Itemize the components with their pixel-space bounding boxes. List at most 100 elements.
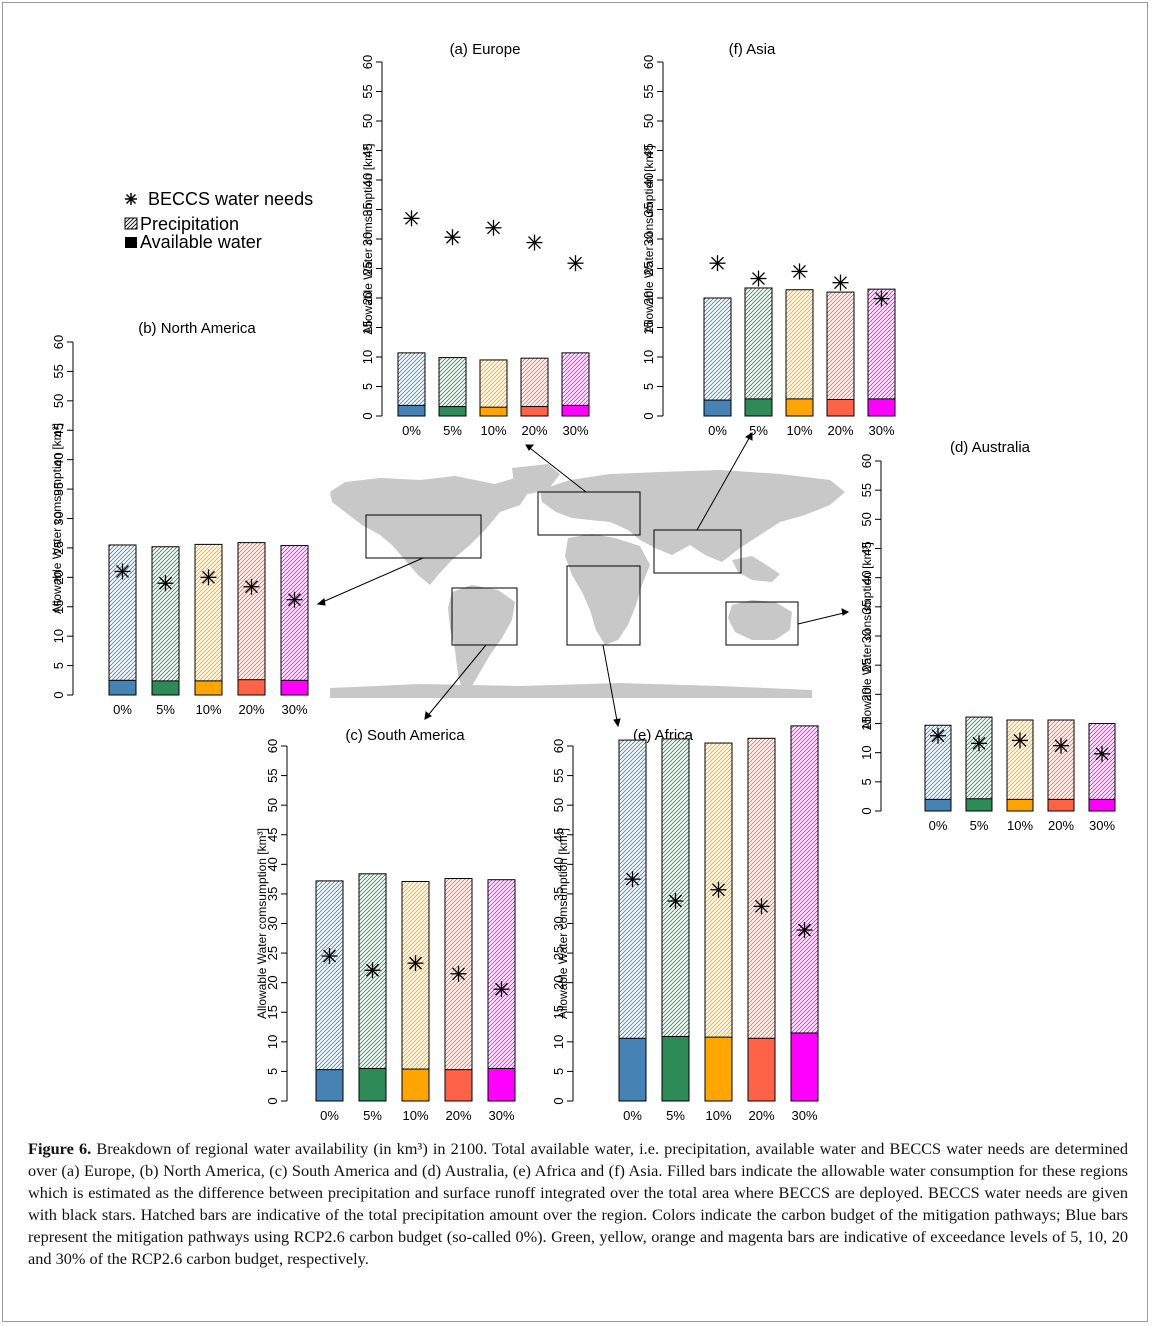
bar-available-water bbox=[108, 679, 137, 696]
arrow-australia bbox=[797, 611, 849, 625]
y-tick-label: 25 bbox=[641, 261, 656, 275]
panel-north-america: (b) North America Allowable Water comsump… bbox=[50, 320, 309, 717]
x-tick-label: 10% bbox=[705, 1108, 731, 1123]
bar-available-water bbox=[397, 404, 426, 417]
marker-beccs-needs bbox=[709, 255, 726, 272]
bar-precipitation bbox=[826, 291, 855, 417]
chart-title: (f) Asia bbox=[729, 41, 776, 58]
y-tick-label: 25 bbox=[51, 541, 66, 555]
bar-available-water bbox=[561, 404, 590, 417]
x-tick-label: 30% bbox=[791, 1108, 817, 1123]
marker-beccs-needs bbox=[403, 210, 420, 227]
map-arrows bbox=[316, 432, 850, 728]
bar-available-water bbox=[661, 1036, 690, 1102]
marker-beccs-needs bbox=[1012, 732, 1028, 749]
y-tick-label: 60 bbox=[551, 739, 566, 753]
arrow-africa-head bbox=[613, 718, 621, 728]
bar-precipitation bbox=[237, 542, 266, 696]
bar-precipitation bbox=[401, 880, 430, 1102]
y-tick-label: 40 bbox=[551, 857, 566, 871]
x-tick-label: 20% bbox=[827, 423, 853, 438]
y-tick-label: 20 bbox=[360, 291, 375, 305]
marker-beccs-needs bbox=[971, 735, 987, 752]
marker-beccs-needs bbox=[200, 569, 217, 586]
y-tick-label: 5 bbox=[859, 778, 874, 785]
y-tick-label: 10 bbox=[360, 350, 375, 364]
bar-precipitation bbox=[744, 287, 773, 417]
marker-beccs-needs bbox=[710, 881, 727, 898]
marker-beccs-needs bbox=[321, 948, 338, 965]
bar-precipitation bbox=[965, 716, 993, 812]
x-tick-label: 5% bbox=[443, 423, 462, 438]
x-tick-label: 0% bbox=[113, 702, 132, 717]
arrow-europe bbox=[525, 444, 587, 493]
arrow-south-america-head bbox=[424, 711, 432, 720]
y-tick-label: 50 bbox=[859, 512, 874, 526]
bar-precipitation bbox=[867, 288, 896, 417]
panel-asia: (f) Asia Allowable Water consumption [km³… bbox=[641, 41, 896, 438]
y-tick-label: 25 bbox=[360, 261, 375, 275]
bar-precipitation bbox=[194, 543, 223, 696]
y-tick-label: 40 bbox=[360, 173, 375, 187]
y-tick-label: 60 bbox=[859, 454, 874, 468]
figure-canvas: BECCS water needs Precipitation Availabl… bbox=[50, 41, 1116, 1123]
y-tick-label: 35 bbox=[265, 887, 280, 901]
y-tick-label: 20 bbox=[51, 570, 66, 584]
marker-beccs-needs bbox=[1094, 745, 1110, 762]
bar-available-water bbox=[744, 398, 773, 417]
legend-filled-icon bbox=[125, 237, 137, 248]
y-tick-label: 35 bbox=[859, 600, 874, 614]
arrow-africa bbox=[602, 644, 619, 727]
marker-beccs-needs bbox=[444, 229, 461, 246]
y-tick-label: 50 bbox=[265, 798, 280, 812]
y-axis-label: Allowable Water consumption [km³] bbox=[860, 542, 874, 730]
y-axis-label: Allowable Water consumption [km³] bbox=[642, 145, 656, 333]
bar-precipitation bbox=[151, 546, 180, 696]
marker-beccs-needs bbox=[567, 255, 584, 272]
map-greenland bbox=[512, 464, 560, 494]
marker-beccs-needs bbox=[493, 981, 510, 998]
map-africa bbox=[565, 534, 650, 645]
region-box-europe bbox=[537, 491, 641, 536]
world-map bbox=[330, 464, 845, 698]
y-tick-label: 45 bbox=[641, 143, 656, 157]
x-tick-label: 30% bbox=[488, 1108, 514, 1123]
arrow-north-america bbox=[317, 557, 424, 605]
x-tick-label: 30% bbox=[1089, 818, 1115, 833]
x-tick-label: 10% bbox=[402, 1108, 428, 1123]
bar-precipitation bbox=[1088, 723, 1116, 812]
y-tick-label: 55 bbox=[641, 84, 656, 98]
bar-available-water bbox=[867, 398, 896, 417]
marker-beccs-needs bbox=[832, 274, 849, 291]
marker-beccs-needs bbox=[667, 893, 684, 910]
caption-label: Figure 6. bbox=[28, 1139, 92, 1158]
x-tick-label: 5% bbox=[749, 423, 768, 438]
legend-available-label: Available water bbox=[140, 232, 262, 252]
bar-available-water bbox=[785, 398, 814, 417]
bar-available-water bbox=[444, 1069, 473, 1102]
bar-available-water bbox=[358, 1067, 387, 1102]
y-tick-label: 20 bbox=[551, 975, 566, 989]
marker-beccs-needs bbox=[791, 263, 808, 280]
y-tick-label: 30 bbox=[551, 916, 566, 930]
region-box-north-america bbox=[365, 514, 482, 559]
y-tick-label: 0 bbox=[641, 412, 656, 419]
bar-precipitation bbox=[703, 297, 732, 417]
bar-precipitation bbox=[280, 545, 309, 696]
y-tick-label: 5 bbox=[551, 1068, 566, 1075]
marker-beccs-needs bbox=[485, 219, 502, 236]
marker-beccs-needs bbox=[624, 871, 641, 888]
y-tick-label: 25 bbox=[265, 946, 280, 960]
bar-precipitation bbox=[315, 880, 344, 1102]
x-tick-label: 20% bbox=[748, 1108, 774, 1123]
x-tick-label: 0% bbox=[320, 1108, 339, 1123]
panel-europe: (a) Europe Allowable Water comsumption [k… bbox=[360, 41, 590, 438]
bar-available-water bbox=[1047, 798, 1075, 812]
x-tick-label: 10% bbox=[786, 423, 812, 438]
y-tick-label: 10 bbox=[265, 1035, 280, 1049]
y-tick-label: 5 bbox=[51, 662, 66, 669]
legend-water-needs-label: BECCS water needs bbox=[148, 189, 313, 209]
y-tick-label: 55 bbox=[51, 364, 66, 378]
bar-precipitation bbox=[444, 878, 473, 1102]
marker-beccs-needs bbox=[364, 962, 381, 979]
